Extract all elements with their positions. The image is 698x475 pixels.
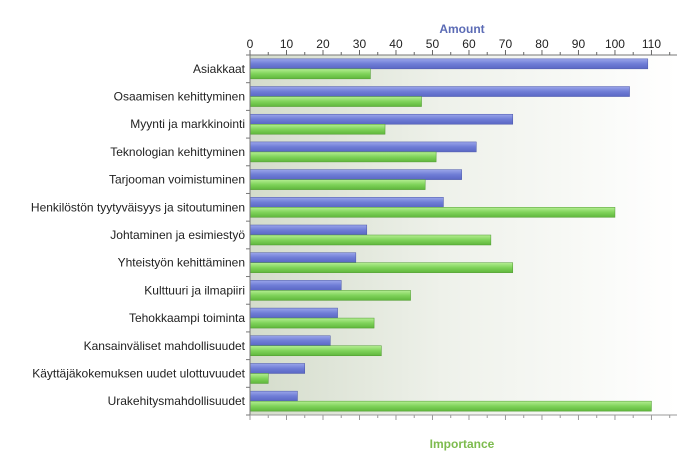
bar-series1-8 xyxy=(249,252,357,263)
bar-series2-11 xyxy=(249,345,382,357)
bar-series1-10 xyxy=(249,307,338,319)
top-tick-label: 0 xyxy=(247,37,254,51)
bar-series2-6 xyxy=(249,207,616,218)
category-label: Tehokkaampi toiminta xyxy=(129,311,245,325)
category-label: Johtaminen ja esimiestyö xyxy=(110,228,245,242)
top-tick-label: 30 xyxy=(353,37,367,51)
bar-series2-13 xyxy=(249,400,652,412)
bar-series2-7 xyxy=(249,234,492,246)
top-tick-label: 60 xyxy=(462,37,476,51)
category-label: Käyttäjäkokemuksen uudet ulottuvuudet xyxy=(32,366,245,380)
category-label: Asiakkaat xyxy=(193,62,246,76)
bar-series1-5 xyxy=(249,169,462,180)
top-tick-label: 70 xyxy=(499,37,513,51)
bar-series1-11 xyxy=(249,335,331,347)
bar-series2-12 xyxy=(249,373,269,384)
category-label: Myynti ja markkinointi xyxy=(130,117,245,131)
bar-series2-2 xyxy=(249,96,422,107)
category-label: Kansainväliset mahdollisuudet xyxy=(84,339,246,353)
category-label: Henkilöstön tyytyväisyys ja sitoutuminen xyxy=(31,200,245,214)
top-tick-label: 20 xyxy=(316,37,330,51)
bar-series1-4 xyxy=(249,141,477,153)
category-label: Yhteistyön kehittäminen xyxy=(118,256,245,270)
top-tick-label: 40 xyxy=(389,37,403,51)
bar-series1-9 xyxy=(249,280,342,291)
bar-series2-1 xyxy=(249,68,371,80)
bar-series2-10 xyxy=(249,317,375,329)
top-tick-label: 50 xyxy=(426,37,440,51)
category-label: Osaamisen kehittyminen xyxy=(114,90,245,104)
top-tick-label: 90 xyxy=(572,37,586,51)
top-tick-label: 110 xyxy=(642,37,661,51)
bar-series1-1 xyxy=(249,58,649,70)
category-label: Tarjooman voimistuminen xyxy=(109,173,245,187)
category-label: Kulttuuri ja ilmapiiri xyxy=(144,283,245,297)
bar-series1-13 xyxy=(249,390,298,402)
bar-series1-12 xyxy=(249,363,305,374)
bar-series2-8 xyxy=(249,262,514,273)
bar-series2-9 xyxy=(249,290,411,301)
top-tick-label: 100 xyxy=(605,37,625,51)
top-tick-label: 10 xyxy=(280,37,294,51)
top-tick-label: 80 xyxy=(535,37,549,51)
bar-series2-3 xyxy=(249,123,386,135)
bottom-axis-title: Importance xyxy=(429,437,495,451)
bar-series2-4 xyxy=(249,151,437,163)
category-label: Teknologian kehittyminen xyxy=(110,145,245,159)
bar-series1-6 xyxy=(249,197,444,208)
bar-series1-7 xyxy=(249,224,368,236)
top-axis-title: Amount xyxy=(439,22,485,36)
bar-series1-2 xyxy=(249,86,630,97)
bar-series1-3 xyxy=(249,113,514,125)
bar-series2-5 xyxy=(249,179,426,190)
category-label: Urakehitysmahdollisuudet xyxy=(108,394,246,408)
